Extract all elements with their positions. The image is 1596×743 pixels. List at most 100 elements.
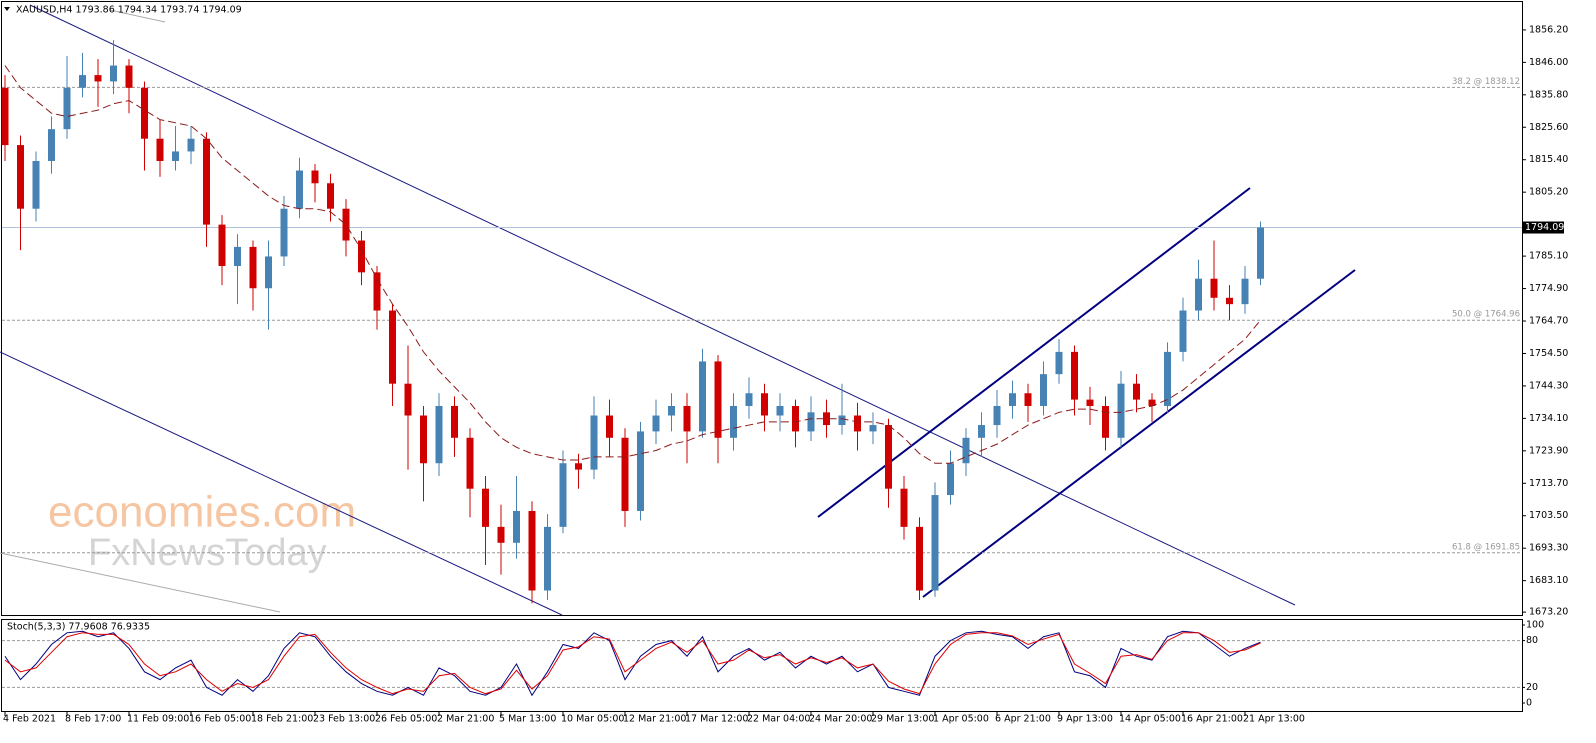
candle-body [606,415,613,438]
candle-body [63,87,71,130]
stoch-tick-label: 20 [1526,682,1538,693]
x-tick-label: 12 Mar 21:00 [623,714,686,725]
y-tick-label: 1754.50 [1529,348,1568,359]
candle-body [683,405,691,432]
candle-body [838,415,846,426]
candle-body [296,170,303,209]
candle-body [497,526,505,543]
candle-body [978,425,985,438]
candle-body [916,526,923,591]
candle-body [389,310,396,384]
x-tick-label: 16 Feb 05:00 [189,714,251,725]
trendline [0,351,563,616]
candle-body [482,488,489,527]
x-tick-label: 9 Apr 13:00 [1057,714,1113,725]
candle-body [807,412,815,432]
x-tick-label: 22 Mar 04:00 [747,714,810,725]
x-tick-label: 17 Mar 12:00 [685,714,748,725]
candle-body [621,437,629,511]
trendline [109,9,166,23]
current-price-label: 1794.09 [1525,222,1564,233]
candle-body [761,393,768,416]
candle-body [373,272,381,311]
y-tick-label: 1723.90 [1529,445,1568,456]
candle-body [714,361,722,438]
candle-body [559,463,567,527]
candle-body [172,151,179,161]
candle-body [32,160,40,209]
stoch-panel [1,619,1523,712]
candle-body [1071,351,1078,400]
candle-body [342,208,350,241]
x-tick-label: 23 Feb 13:00 [313,714,375,725]
candle-body [1257,227,1264,279]
y-tick-label: 1673.20 [1529,607,1568,618]
x-tick-label: 11 Feb 09:00 [127,714,189,725]
fib-label: 38.2 @ 1838.12 [1452,77,1520,87]
x-tick-label: 2 Mar 21:00 [437,714,494,725]
candle-body [962,437,970,464]
chart-title: XAUUSD,H4 1793.86 1794.34 1793.74 1794.0… [16,5,242,16]
candle-body [931,495,939,591]
candle-body [1241,278,1249,305]
candle-body [79,75,86,88]
fib-label: 50.0 @ 1764.96 [1452,310,1520,320]
candle-body [311,170,319,184]
candle-body [94,75,102,82]
y-tick-label: 1805.20 [1529,187,1568,198]
candle-body [466,437,474,489]
y-tick-label: 1734.10 [1529,413,1568,424]
candle-body [1179,310,1187,352]
candle-body [637,431,644,511]
candle-body [1055,351,1063,375]
candle-body [993,405,1001,426]
y-tick-label: 1703.50 [1529,510,1568,521]
candle-body [265,256,272,289]
x-tick-label: 1 Apr 05:00 [933,714,989,725]
candle-body [435,405,443,464]
x-tick-label: 14 Apr 05:00 [1119,714,1181,725]
y-tick-label: 1835.80 [1529,89,1568,100]
y-tick-label: 1815.40 [1529,154,1568,165]
candle-body [854,415,861,432]
candle-body [1,87,9,146]
x-tick-label: 16 Apr 21:00 [1181,714,1243,725]
channel-line [922,269,1356,598]
candle-body [652,415,660,432]
candle-body [869,425,877,432]
x-tick-label: 18 Feb 21:00 [251,714,313,725]
candle-body [947,463,954,496]
y-tick-label: 1785.10 [1529,251,1568,262]
candle-body [668,405,675,416]
candle-body [327,183,334,209]
candle-body [1226,297,1233,305]
candle-body [218,224,226,266]
title-arrow [4,7,10,11]
y-tick-label: 1693.30 [1529,543,1568,554]
candle-body [885,425,892,489]
candle-body [1164,351,1171,406]
candle-body [125,65,133,88]
candle-body [234,246,241,266]
candle-body [745,393,753,406]
x-tick-label: 24 Mar 20:00 [809,714,872,725]
trendline [0,552,281,613]
candle-body [1040,374,1047,406]
stoch-line [4,630,1261,697]
stoch-line [4,632,1261,695]
candle-body [451,405,458,438]
candle-body [544,526,551,591]
channel-line [817,187,1251,518]
candle-body [1210,278,1218,298]
y-tick-label: 1856.20 [1529,24,1568,35]
candle-body [187,138,195,152]
watermark-text: economies.com [48,488,356,537]
x-tick-label: 10 Mar 05:00 [561,714,624,725]
candle-body [699,361,706,432]
candle-body [1024,393,1032,406]
y-tick-label: 1744.30 [1529,380,1568,391]
candle-body [900,488,908,527]
y-tick-label: 1713.70 [1529,478,1568,489]
stoch-tick-label: 0 [1526,698,1532,709]
